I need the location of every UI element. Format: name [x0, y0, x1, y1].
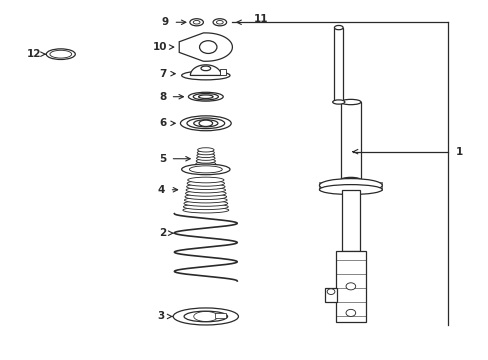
- Ellipse shape: [319, 179, 382, 192]
- Ellipse shape: [183, 207, 228, 213]
- Ellipse shape: [189, 166, 222, 173]
- Ellipse shape: [198, 95, 213, 99]
- Bar: [341, 190, 359, 251]
- Bar: [334, 28, 343, 102]
- Text: 12: 12: [27, 49, 41, 59]
- Circle shape: [199, 41, 217, 54]
- Text: 7: 7: [159, 69, 166, 79]
- Ellipse shape: [186, 118, 224, 129]
- Text: 1: 1: [455, 147, 462, 157]
- Bar: [220, 69, 225, 76]
- Ellipse shape: [197, 148, 214, 152]
- Bar: [215, 313, 225, 318]
- Ellipse shape: [332, 100, 344, 104]
- Ellipse shape: [187, 177, 224, 183]
- Ellipse shape: [340, 177, 360, 183]
- Ellipse shape: [186, 184, 224, 189]
- Ellipse shape: [184, 197, 227, 203]
- Ellipse shape: [196, 156, 215, 160]
- Ellipse shape: [187, 180, 224, 186]
- Ellipse shape: [183, 201, 227, 206]
- Polygon shape: [179, 33, 232, 61]
- Ellipse shape: [334, 26, 343, 30]
- Ellipse shape: [216, 21, 223, 24]
- Bar: [319, 182, 382, 190]
- Ellipse shape: [183, 311, 227, 322]
- Ellipse shape: [193, 21, 200, 24]
- Text: 5: 5: [159, 154, 166, 164]
- Polygon shape: [190, 65, 221, 76]
- Ellipse shape: [184, 194, 226, 199]
- Ellipse shape: [193, 120, 218, 127]
- Ellipse shape: [173, 308, 238, 325]
- Text: 10: 10: [152, 42, 167, 52]
- Ellipse shape: [201, 66, 210, 71]
- Text: 8: 8: [159, 92, 166, 102]
- Ellipse shape: [181, 71, 229, 80]
- Ellipse shape: [183, 204, 228, 210]
- Circle shape: [346, 309, 355, 316]
- Ellipse shape: [195, 167, 216, 171]
- Ellipse shape: [186, 187, 225, 193]
- Ellipse shape: [197, 153, 214, 158]
- Circle shape: [346, 283, 355, 290]
- Ellipse shape: [196, 159, 215, 163]
- Ellipse shape: [197, 150, 214, 155]
- Ellipse shape: [46, 49, 75, 59]
- Ellipse shape: [193, 94, 218, 100]
- Ellipse shape: [185, 190, 225, 196]
- Ellipse shape: [50, 50, 72, 58]
- Ellipse shape: [196, 162, 215, 166]
- Ellipse shape: [199, 120, 212, 126]
- Text: 9: 9: [161, 17, 168, 27]
- Ellipse shape: [181, 164, 229, 175]
- Bar: [340, 102, 360, 180]
- Ellipse shape: [340, 99, 360, 105]
- Text: 3: 3: [158, 311, 164, 321]
- Ellipse shape: [188, 92, 223, 101]
- Ellipse shape: [195, 165, 216, 169]
- Ellipse shape: [195, 167, 216, 172]
- Text: 2: 2: [159, 228, 165, 238]
- Ellipse shape: [180, 116, 231, 131]
- Bar: [335, 251, 365, 322]
- Text: 6: 6: [159, 118, 166, 128]
- Ellipse shape: [213, 19, 226, 26]
- Ellipse shape: [319, 185, 382, 194]
- Bar: [325, 288, 337, 302]
- Text: 11: 11: [254, 14, 268, 24]
- Circle shape: [326, 289, 334, 294]
- Ellipse shape: [189, 19, 203, 26]
- Text: 4: 4: [157, 185, 164, 195]
